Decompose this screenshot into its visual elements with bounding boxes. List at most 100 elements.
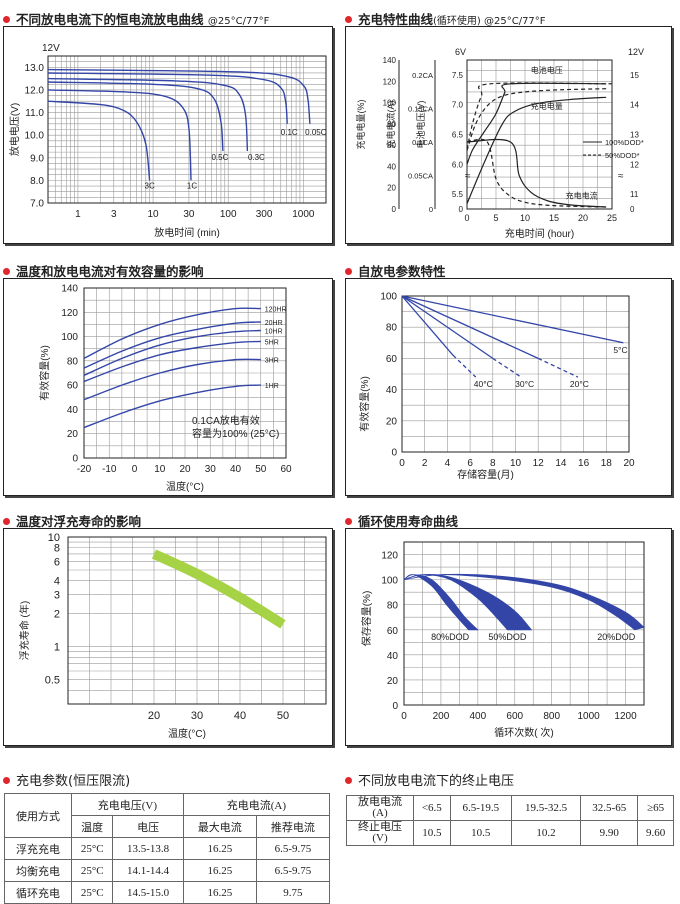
x-tick-label: 10 (520, 213, 530, 223)
series-label: 5°C (613, 345, 627, 355)
x-axis-label: 充电时间 (hour) (505, 227, 574, 240)
x-tick-label: 40 (230, 464, 242, 475)
cell-temp: 25°C (70, 837, 114, 860)
series-line (401, 295, 494, 359)
chart4-title: 自放电参数特性 (345, 261, 446, 280)
pct-tick-label: 140 (383, 56, 397, 65)
cycle-band-80%DOD (403, 574, 479, 631)
x-tick-label: 30 (191, 710, 203, 722)
x-tick-label: 20 (623, 458, 635, 469)
table1-title-text: 充电参数(恒压限流) (16, 774, 131, 789)
series-line-dashed (537, 357, 579, 378)
table-row: 放电电流 (A) <6.5 6.5-19.5 19.5-32.5 32.5-65 … (346, 795, 674, 821)
y-tick-label: 4 (54, 576, 60, 588)
series-line (401, 295, 454, 356)
y-tick-label: 60 (67, 381, 79, 392)
x-tick-label: 30 (205, 464, 217, 475)
cell-volt: 14.5-15.0 (112, 881, 184, 904)
series-line-120HR (83, 307, 261, 360)
th-current: 充电电流(A) (182, 793, 331, 816)
chart3-svg: 0 20 40 60 80 100 120 140 -20 -10 0 10 20 30 40 50 60 温度(… (38, 284, 292, 494)
cell-voltage: 10.2 (510, 820, 582, 846)
bullet-icon (3, 777, 10, 784)
voltage-right-tick-label: 14 (630, 101, 639, 110)
series-line-0.5C (47, 81, 224, 152)
cell-volt: 13.5-13.8 (112, 837, 184, 860)
series-label: 5HR (265, 339, 279, 346)
voltage-left-tick-label: 0 (459, 205, 464, 214)
table-row: 循环充电 25°C 14.5-15.0 16.25 9.75 (4, 881, 331, 904)
chart3-title-text: 温度和放电电流对有效容量的影响 (16, 264, 204, 279)
x-tick-label: 6 (467, 458, 473, 469)
th-mode: 使用方式 (4, 793, 72, 838)
legend-label: 100%DOD* (605, 138, 644, 147)
pct-tick-label: 0 (392, 205, 397, 214)
row-head-voltage-unit: (V) (372, 832, 388, 844)
y-axis-label: 保存容量(%) (360, 591, 373, 647)
pct-tick-label: 100 (383, 99, 397, 108)
cell-rec: 6.5-9.75 (255, 837, 331, 860)
legend-label: 50%DOD* (605, 151, 640, 160)
y-axis-label: 有效容量(%) (38, 345, 51, 401)
cell-rec: 6.5-9.75 (255, 859, 331, 882)
series-label: 50%DOD (488, 632, 527, 642)
x-tick-label: 2 (422, 458, 428, 469)
series-line-5HR (83, 340, 261, 383)
series-line (466, 82, 613, 150)
note-line: 0.1CA放电有效 (192, 414, 260, 427)
chart5-title-text: 温度对浮充寿命的影响 (16, 514, 142, 529)
x-axis-label: 存储容量(月) (457, 468, 514, 481)
table2-title-text: 不同放电电流下的终止电压 (358, 774, 515, 789)
plot-frame (83, 287, 287, 459)
plot-frame (401, 295, 630, 453)
row-head-voltage: 终止电压 (V) (346, 820, 414, 846)
y-tick-label: 3 (54, 589, 60, 601)
y-tick-label: 10.0 (25, 131, 45, 142)
y-tick-label: 7.0 (30, 199, 44, 210)
chart1-title-text: 不同放电电流下的恒电流放电曲线 (16, 12, 204, 27)
row-head-voltage-label: 终止电压 (358, 821, 402, 833)
table-row: 浮充充电 25°C 13.5-13.8 16.25 6.5-9.75 (4, 837, 331, 860)
series-label: 0.5C (211, 153, 228, 162)
series-line-10HR (83, 329, 261, 377)
cell-max: 16.25 (182, 859, 257, 882)
x-tick-label: 50 (255, 464, 267, 475)
plot-frame (47, 55, 327, 204)
y-tick-label: 40 (67, 405, 79, 416)
chart4-panel: 0 20 40 60 80 100 0 2 4 6 8 10 12 14 16 18 20 存储容量(月) 有效容量… (345, 278, 672, 496)
chart6-panel: 0 20 40 60 80 100 120 0 200 400 600 800 1000 1200 循环次数… (345, 528, 672, 746)
y-axis-label: 有效容量(%) (358, 376, 371, 432)
current-tick-label: 0.1CA (412, 138, 433, 147)
y-tick-label: 100 (61, 332, 78, 343)
chart6-title-text: 循环使用寿命曲线 (358, 514, 459, 529)
x-tick-label: 1000 (292, 209, 315, 220)
cell-voltage: 9.60 (637, 820, 674, 846)
y-axis-label: 浮充寿命 (年) (18, 601, 31, 660)
chart1-subtitle: @25°C/77°F (207, 16, 270, 27)
axis-break-mark: ≈ (618, 171, 624, 182)
chart6-title: 循环使用寿命曲线 (345, 511, 458, 530)
voltage-right-tick-label: 0 (630, 205, 635, 214)
x-tick-label: 400 (470, 711, 487, 722)
x-tick-label: 60 (280, 464, 292, 475)
bullet-icon (345, 518, 352, 525)
series-line (466, 82, 607, 165)
bullet-icon (3, 16, 10, 23)
x-tick-label: 4 (445, 458, 451, 469)
series-line (401, 295, 624, 344)
row-head-current: 放电电流 (A) (346, 795, 414, 821)
voltage-header-right: 12V (628, 47, 644, 57)
annotation-label: 充电电流 (566, 190, 598, 200)
bullet-icon (345, 777, 352, 784)
chart2-panel: 0 20 40 60 80 100 120 140 0.05CA 0.1CA 0.15CA 0.2CA… (345, 26, 672, 244)
y-tick-label: 120 (61, 308, 78, 319)
x-tick-label: 600 (506, 711, 523, 722)
voltage-right-tick-label: 15 (630, 71, 639, 80)
bullet-icon (3, 518, 10, 525)
row-head-current-unit: (A) (372, 807, 388, 819)
series-label: 120HR (265, 307, 287, 314)
series-line (466, 138, 607, 208)
y-tick-label: 12.0 (25, 85, 45, 96)
